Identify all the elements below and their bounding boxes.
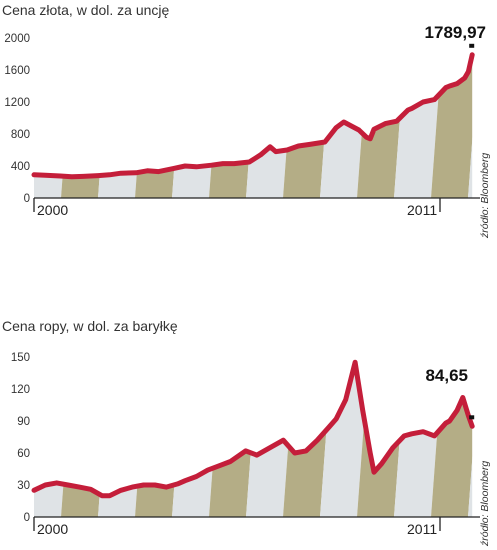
gold-x-label-end: 2011: [407, 202, 437, 218]
gold-end-marker: [469, 43, 475, 48]
gold-price-line: [31, 52, 475, 180]
gold-stripe-band: [34, 54, 75, 198]
gold-stripe-band: [61, 54, 112, 198]
gold-y-tick-label: 0: [24, 193, 30, 205]
gold-y-tick-label: 2000: [4, 33, 30, 45]
gold-y-tick-label: 1200: [4, 97, 30, 109]
oil-chart-title: Cena ropy, w dol. za baryłkę: [2, 318, 178, 334]
oil-x-label-end: 2011: [407, 521, 437, 537]
gold-y-tick-label: 1600: [4, 65, 30, 77]
oil-y-tick-label: 90: [17, 416, 30, 428]
oil-y-tick-label: 0: [24, 512, 30, 524]
oil-y-tick-label: 30: [17, 480, 30, 492]
oil-stripe-band: [431, 362, 473, 517]
oil-price-chart: Cena ropy, w dol. za baryłkę 0 30 60 90 120 1…: [2, 318, 491, 547]
oil-y-tick-label: 150: [11, 352, 30, 364]
gold-source-note: źródło: Bloomberg: [479, 153, 491, 239]
gold-x-label-start: 2000: [37, 202, 68, 218]
gold-y-tick-label: 400: [11, 161, 30, 173]
oil-y-axis: 0 30 60 90 120 150: [11, 352, 30, 524]
oil-y-tick-label: 120: [11, 384, 30, 396]
gold-price-chart: Cena złota, w dol. za uncję 0 400 800 1200 1…: [2, 2, 491, 239]
gold-chart-title: Cena złota, w dol. za uncję: [2, 2, 170, 18]
oil-end-marker: [469, 415, 475, 420]
gold-y-tick-label: 800: [11, 129, 30, 141]
gold-final-value: 1789,97: [425, 23, 486, 42]
oil-y-tick-label: 60: [17, 448, 30, 460]
oil-source-note: źródło: Bloomberg: [479, 461, 491, 547]
oil-final-value: 84,65: [425, 366, 468, 385]
oil-area-fill: [34, 362, 473, 517]
oil-x-label-start: 2000: [37, 521, 68, 537]
oil-price-line: [31, 359, 475, 499]
gold-y-axis: 0 400 800 1200 1600 2000: [4, 33, 30, 205]
